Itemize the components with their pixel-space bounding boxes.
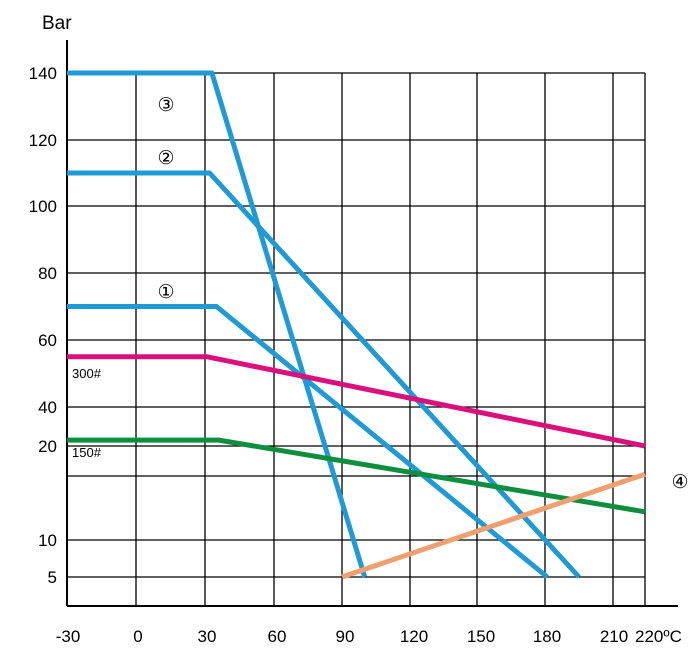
series-label-4: 150# bbox=[72, 445, 102, 460]
series-lines bbox=[67, 70, 646, 580]
y-tick-label-120: 120 bbox=[29, 131, 57, 150]
y-axis-title: Bar bbox=[42, 13, 72, 34]
series-label-5: ④ bbox=[671, 472, 688, 493]
y-tick-label-5: 5 bbox=[48, 568, 57, 587]
grid bbox=[67, 72, 646, 606]
y-tick-label-60: 60 bbox=[38, 331, 57, 350]
series-label-0: ③ bbox=[157, 95, 174, 116]
series-label-2: ① bbox=[157, 282, 174, 303]
x-tick-label-60: 60 bbox=[268, 627, 287, 646]
series-label-1: ② bbox=[157, 148, 174, 169]
y-tick-label-100: 100 bbox=[29, 197, 57, 216]
y-tick-label-10: 10 bbox=[38, 531, 57, 550]
y-tick-label-140: 140 bbox=[29, 64, 57, 83]
y-tick-label-20: 20 bbox=[38, 437, 57, 456]
x-tick-label-150: 150 bbox=[467, 627, 495, 646]
series-line-3 bbox=[67, 354, 646, 449]
y-tick-label-80: 80 bbox=[38, 264, 57, 283]
series-label-3: 300# bbox=[72, 366, 102, 381]
series-line-0 bbox=[67, 70, 368, 578]
x-tick-label-180: 180 bbox=[533, 627, 561, 646]
x-tick-label--30: -30 bbox=[56, 627, 81, 646]
x-unit-label: 220ºC bbox=[635, 627, 682, 646]
series-line-5 bbox=[341, 471, 646, 580]
y-tick-label-40: 40 bbox=[38, 398, 57, 417]
x-tick-label-210: 210 bbox=[600, 627, 628, 646]
series-line-4 bbox=[67, 437, 646, 515]
labels: Bar 140 120 100 80 60 40 20 10 5 -30 0 30 60 90 120 150 1… bbox=[29, 13, 689, 646]
x-tick-label-120: 120 bbox=[400, 627, 428, 646]
x-tick-label-30: 30 bbox=[198, 627, 217, 646]
axes bbox=[66, 40, 678, 607]
x-tick-label-0: 0 bbox=[133, 627, 142, 646]
series-line-1 bbox=[67, 170, 581, 579]
series-line-2 bbox=[67, 304, 549, 579]
x-tick-label-90: 90 bbox=[336, 627, 355, 646]
